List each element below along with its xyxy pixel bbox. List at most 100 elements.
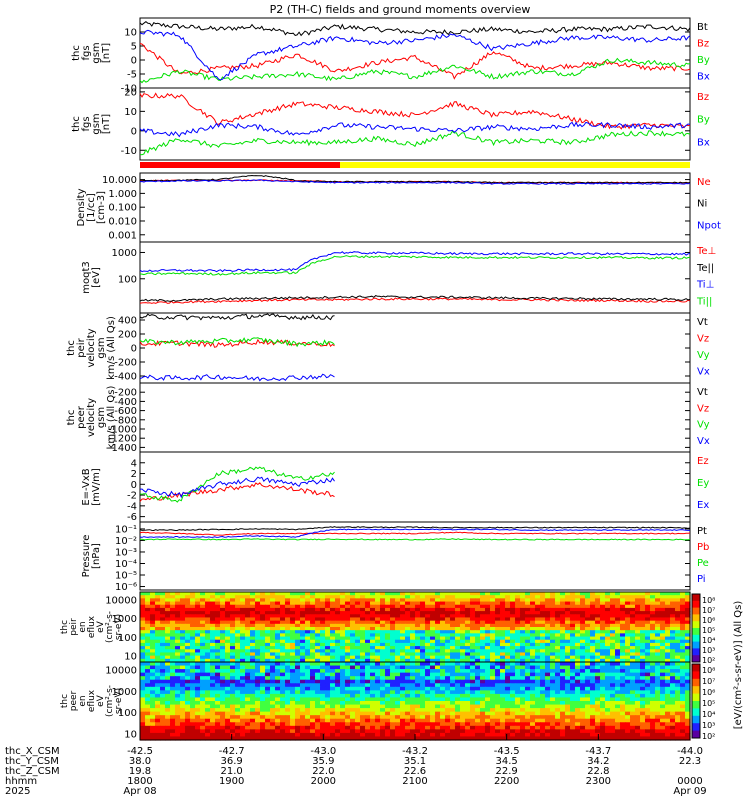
- spectrogram-cell: [315, 611, 321, 615]
- spectrogram-cell: [195, 669, 201, 674]
- spectrogram-cell: [470, 679, 476, 684]
- spectrogram-cell: [380, 679, 386, 684]
- spectrogram-cell: [685, 665, 691, 670]
- spectrogram-cell: [575, 690, 581, 695]
- spectrogram-cell: [575, 697, 581, 702]
- spectrogram-cell: [330, 658, 336, 663]
- spectrogram-cell: [215, 611, 221, 615]
- spectrogram-cell: [650, 642, 656, 647]
- mode-bar-yellow: [340, 162, 690, 168]
- y-tick-label: -10: [121, 146, 137, 157]
- spectrogram-cell: [280, 639, 286, 644]
- spectrogram-cell: [190, 690, 196, 695]
- spectrogram-cell: [655, 697, 661, 702]
- spectrogram-cell: [165, 595, 171, 599]
- spectrogram-cell: [375, 649, 381, 654]
- spectrogram-cell: [200, 693, 206, 699]
- spectrogram-cell: [140, 630, 146, 634]
- spectrogram-cell: [355, 601, 361, 606]
- spectrogram-cell: [505, 649, 511, 654]
- spectrogram-cell: [190, 598, 196, 603]
- spectrogram-cell: [595, 604, 601, 609]
- spectrogram-cell: [590, 627, 596, 631]
- spectrogram-cell: [630, 623, 636, 628]
- spectrogram-cell: [520, 639, 526, 644]
- spectrogram-cell: [650, 729, 656, 734]
- spectrogram-cell: [520, 697, 526, 702]
- spectrogram-cell: [600, 604, 606, 609]
- spectrogram-cell: [170, 686, 176, 691]
- spectrogram-cell: [235, 592, 241, 596]
- spectrogram-cell: [525, 649, 531, 654]
- spectrogram-cell: [360, 662, 366, 667]
- spectrogram-cell: [195, 722, 201, 727]
- spectrogram-cell: [565, 697, 571, 702]
- spectrogram-cell: [270, 617, 276, 622]
- y-tick-label: 10⁻⁶: [115, 582, 137, 593]
- spectrogram-cell: [470, 715, 476, 720]
- spectrogram-cell: [255, 658, 261, 663]
- spectrogram-cell: [630, 607, 636, 612]
- spectrogram-cell: [575, 611, 581, 615]
- spectrogram-cell: [175, 679, 181, 684]
- spectrogram-cell: [395, 683, 401, 688]
- spectrogram-cell: [185, 642, 191, 647]
- spectrogram-cell: [480, 704, 486, 709]
- spectrogram-cell: [260, 630, 266, 634]
- spectrogram-cell: [600, 623, 606, 628]
- spectrogram-cell: [610, 617, 616, 622]
- spectrogram-cell: [330, 649, 336, 654]
- spectrogram-cell: [350, 690, 356, 695]
- spectrogram-cell: [415, 729, 421, 734]
- spectrogram-cell: [295, 658, 301, 663]
- spectrogram-cell: [595, 611, 601, 615]
- spectrogram-cell: [600, 658, 606, 663]
- spectrogram-cell: [300, 718, 306, 723]
- spectrogram-cell: [320, 669, 326, 674]
- spectrogram-cell: [560, 701, 566, 706]
- spectrogram-cell: [445, 614, 451, 619]
- spectrogram-cell: [320, 711, 326, 716]
- spectrogram-cell: [265, 697, 271, 702]
- spectrogram-cell: [610, 649, 616, 654]
- spectrogram-cell: [330, 708, 336, 713]
- spectrogram-cell: [215, 620, 221, 625]
- spectrogram-cell: [295, 595, 301, 599]
- spectrogram-cell: [365, 649, 371, 654]
- spectrogram-cell: [515, 601, 521, 606]
- spectrogram-cell: [540, 592, 546, 596]
- spectrogram-cell: [550, 633, 556, 638]
- spectrogram-cell: [215, 725, 221, 730]
- spectrogram-cell: [310, 604, 316, 609]
- spectrogram-cell: [585, 662, 591, 667]
- spectrogram-cell: [295, 633, 301, 638]
- spectrogram-cell: [580, 646, 586, 650]
- spectrogram-cell: [400, 611, 406, 615]
- spectrogram-cell: [550, 665, 556, 670]
- spectrogram-cell: [365, 658, 371, 663]
- spectrogram-cell: [155, 636, 161, 641]
- spectrogram-cell: [395, 604, 401, 609]
- spectrogram-cell: [435, 729, 441, 734]
- spectrogram-cell: [585, 595, 591, 599]
- spectrogram-cell: [545, 652, 551, 657]
- spectrogram-cell: [165, 679, 171, 684]
- spectrogram-cell: [350, 655, 356, 660]
- spectrogram-cell: [455, 669, 461, 674]
- spectrogram-cell: [290, 683, 296, 688]
- spectrogram-cell: [465, 655, 471, 660]
- spectrogram-cell: [535, 652, 541, 657]
- spectrogram-cell: [495, 718, 501, 723]
- spectrogram-cell: [660, 592, 666, 596]
- spectrogram-cell: [335, 725, 341, 730]
- spectrogram-cell: [160, 595, 166, 599]
- spectrogram-cell: [395, 620, 401, 625]
- spectrogram-cell: [230, 672, 236, 677]
- spectrogram-cell: [305, 655, 311, 660]
- spectrogram-cell: [400, 676, 406, 681]
- spectrogram-cell: [225, 598, 231, 603]
- spectrogram-cell: [365, 711, 371, 716]
- spectrogram-cell: [150, 652, 156, 657]
- spectrogram-cell: [345, 686, 351, 691]
- spectrogram-cell: [160, 704, 166, 709]
